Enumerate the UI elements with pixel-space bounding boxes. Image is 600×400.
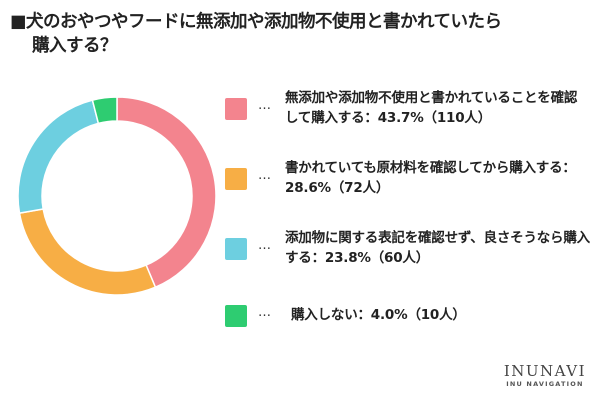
inunavi-logo: INUNAVI INU NAVIGATION: [504, 362, 586, 388]
chart-title-line2: 購入する？: [32, 36, 118, 56]
donut-slice-3: [17, 99, 100, 215]
logo-main-text: INUNAVI: [503, 362, 586, 380]
legend-label-4: 購入しない：4.0%（10人）: [291, 307, 466, 323]
legend-swatch-2: [225, 168, 247, 190]
legend-marker-3: …: [258, 238, 271, 253]
logo-sub-text: INU NAVIGATION: [506, 380, 584, 388]
donut-slice-2: [18, 208, 157, 296]
legend-label-3: 添加物に関する表記を確認せず、良さそうなら購入する：23.8%（60人）: [285, 230, 590, 266]
donut-slice-1: [116, 96, 217, 289]
chart-title-line1: ■犬のおやつやフードに無添加や添加物不使用と書かれていたら: [10, 12, 502, 32]
legend-label-1: 無添加や添加物不使用と書かれていることを確認して購入する：43.7%（110人）: [285, 90, 578, 126]
legend-swatch-4: [225, 305, 247, 327]
legend-marker-1: …: [258, 98, 271, 113]
donut-slice-4: [91, 96, 118, 125]
donut-chart: [17, 96, 217, 296]
legend-label-2: 書かれていても原材料を確認してから購入する：28.6%（72人）: [285, 160, 576, 196]
legend-swatch-3: [225, 238, 247, 260]
legend-marker-4: …: [258, 305, 271, 320]
legend-swatch-1: [225, 98, 247, 120]
chart-title: ■犬のおやつやフードに無添加や添加物不使用と書かれていたら 購入する？: [10, 10, 595, 58]
legend-marker-2: …: [258, 168, 271, 183]
donut-chart-panel: [10, 78, 240, 310]
